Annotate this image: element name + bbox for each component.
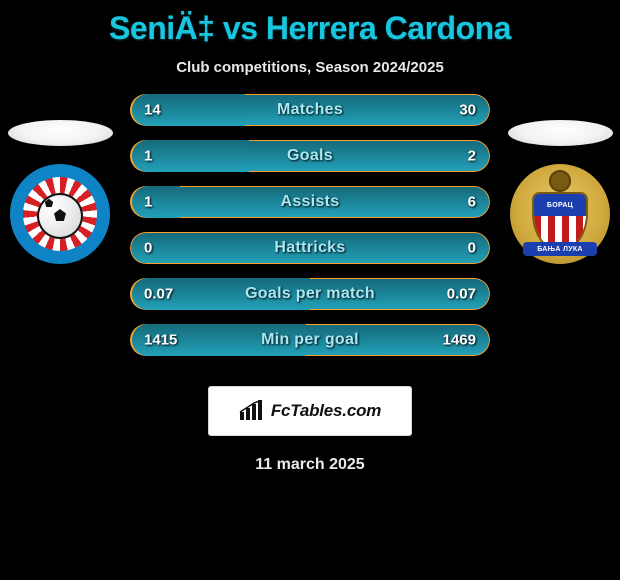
stat-value-left: 1 bbox=[144, 148, 152, 165]
fctables-label: FcTables.com bbox=[271, 401, 381, 421]
stat-row: 1 2 Goals bbox=[130, 140, 490, 172]
player-right-avatar-placeholder bbox=[508, 120, 613, 146]
stat-label: Min per goal bbox=[261, 331, 359, 349]
stat-value-right: 2 bbox=[468, 148, 476, 165]
stat-row: 0 0 Hattricks bbox=[130, 232, 490, 264]
stat-value-left: 1415 bbox=[144, 332, 177, 349]
club-crest-right: БОРАЦ БАЊА ЛУКА bbox=[510, 164, 610, 264]
player-right-column: БОРАЦ БАЊА ЛУКА bbox=[500, 120, 620, 264]
stat-row: 0.07 0.07 Goals per match bbox=[130, 278, 490, 310]
stat-value-right: 1469 bbox=[443, 332, 476, 349]
stat-value-left: 14 bbox=[144, 102, 161, 119]
stat-row: 1 6 Assists bbox=[130, 186, 490, 218]
stat-label: Assists bbox=[280, 193, 339, 211]
comparison-card: SeniÄ‡ vs Herrera Cardona Club competiti… bbox=[0, 0, 620, 474]
stat-value-right: 0 bbox=[468, 240, 476, 257]
crest-right-year-badge bbox=[549, 170, 571, 192]
stat-label: Hattricks bbox=[274, 239, 345, 257]
soccer-ball-icon bbox=[37, 193, 83, 239]
stat-label: Matches bbox=[277, 101, 343, 119]
stat-value-right: 0.07 bbox=[447, 286, 476, 303]
club-crest-left bbox=[10, 164, 110, 264]
crest-right-shield-top: БОРАЦ bbox=[534, 194, 586, 216]
stat-value-right: 6 bbox=[468, 194, 476, 211]
stat-value-left: 0.07 bbox=[144, 286, 173, 303]
page-title: SeniÄ‡ vs Herrera Cardona bbox=[0, 4, 620, 49]
stat-row: 14 30 Matches bbox=[130, 94, 490, 126]
bar-chart-icon bbox=[239, 400, 265, 422]
crest-right-banner: БАЊА ЛУКА bbox=[523, 242, 597, 256]
subtitle: Club competitions, Season 2024/2025 bbox=[0, 49, 620, 94]
stat-label: Goals per match bbox=[245, 285, 375, 303]
stat-value-left: 1 bbox=[144, 194, 152, 211]
stat-value-right: 30 bbox=[459, 102, 476, 119]
comparison-date: 11 march 2025 bbox=[0, 436, 620, 474]
stat-label: Goals bbox=[287, 147, 333, 165]
player-left-avatar-placeholder bbox=[8, 120, 113, 146]
stat-value-left: 0 bbox=[144, 240, 152, 257]
stat-row: 1415 1469 Min per goal bbox=[130, 324, 490, 356]
player-left-column bbox=[0, 120, 120, 264]
fctables-logo: FcTables.com bbox=[208, 386, 412, 436]
